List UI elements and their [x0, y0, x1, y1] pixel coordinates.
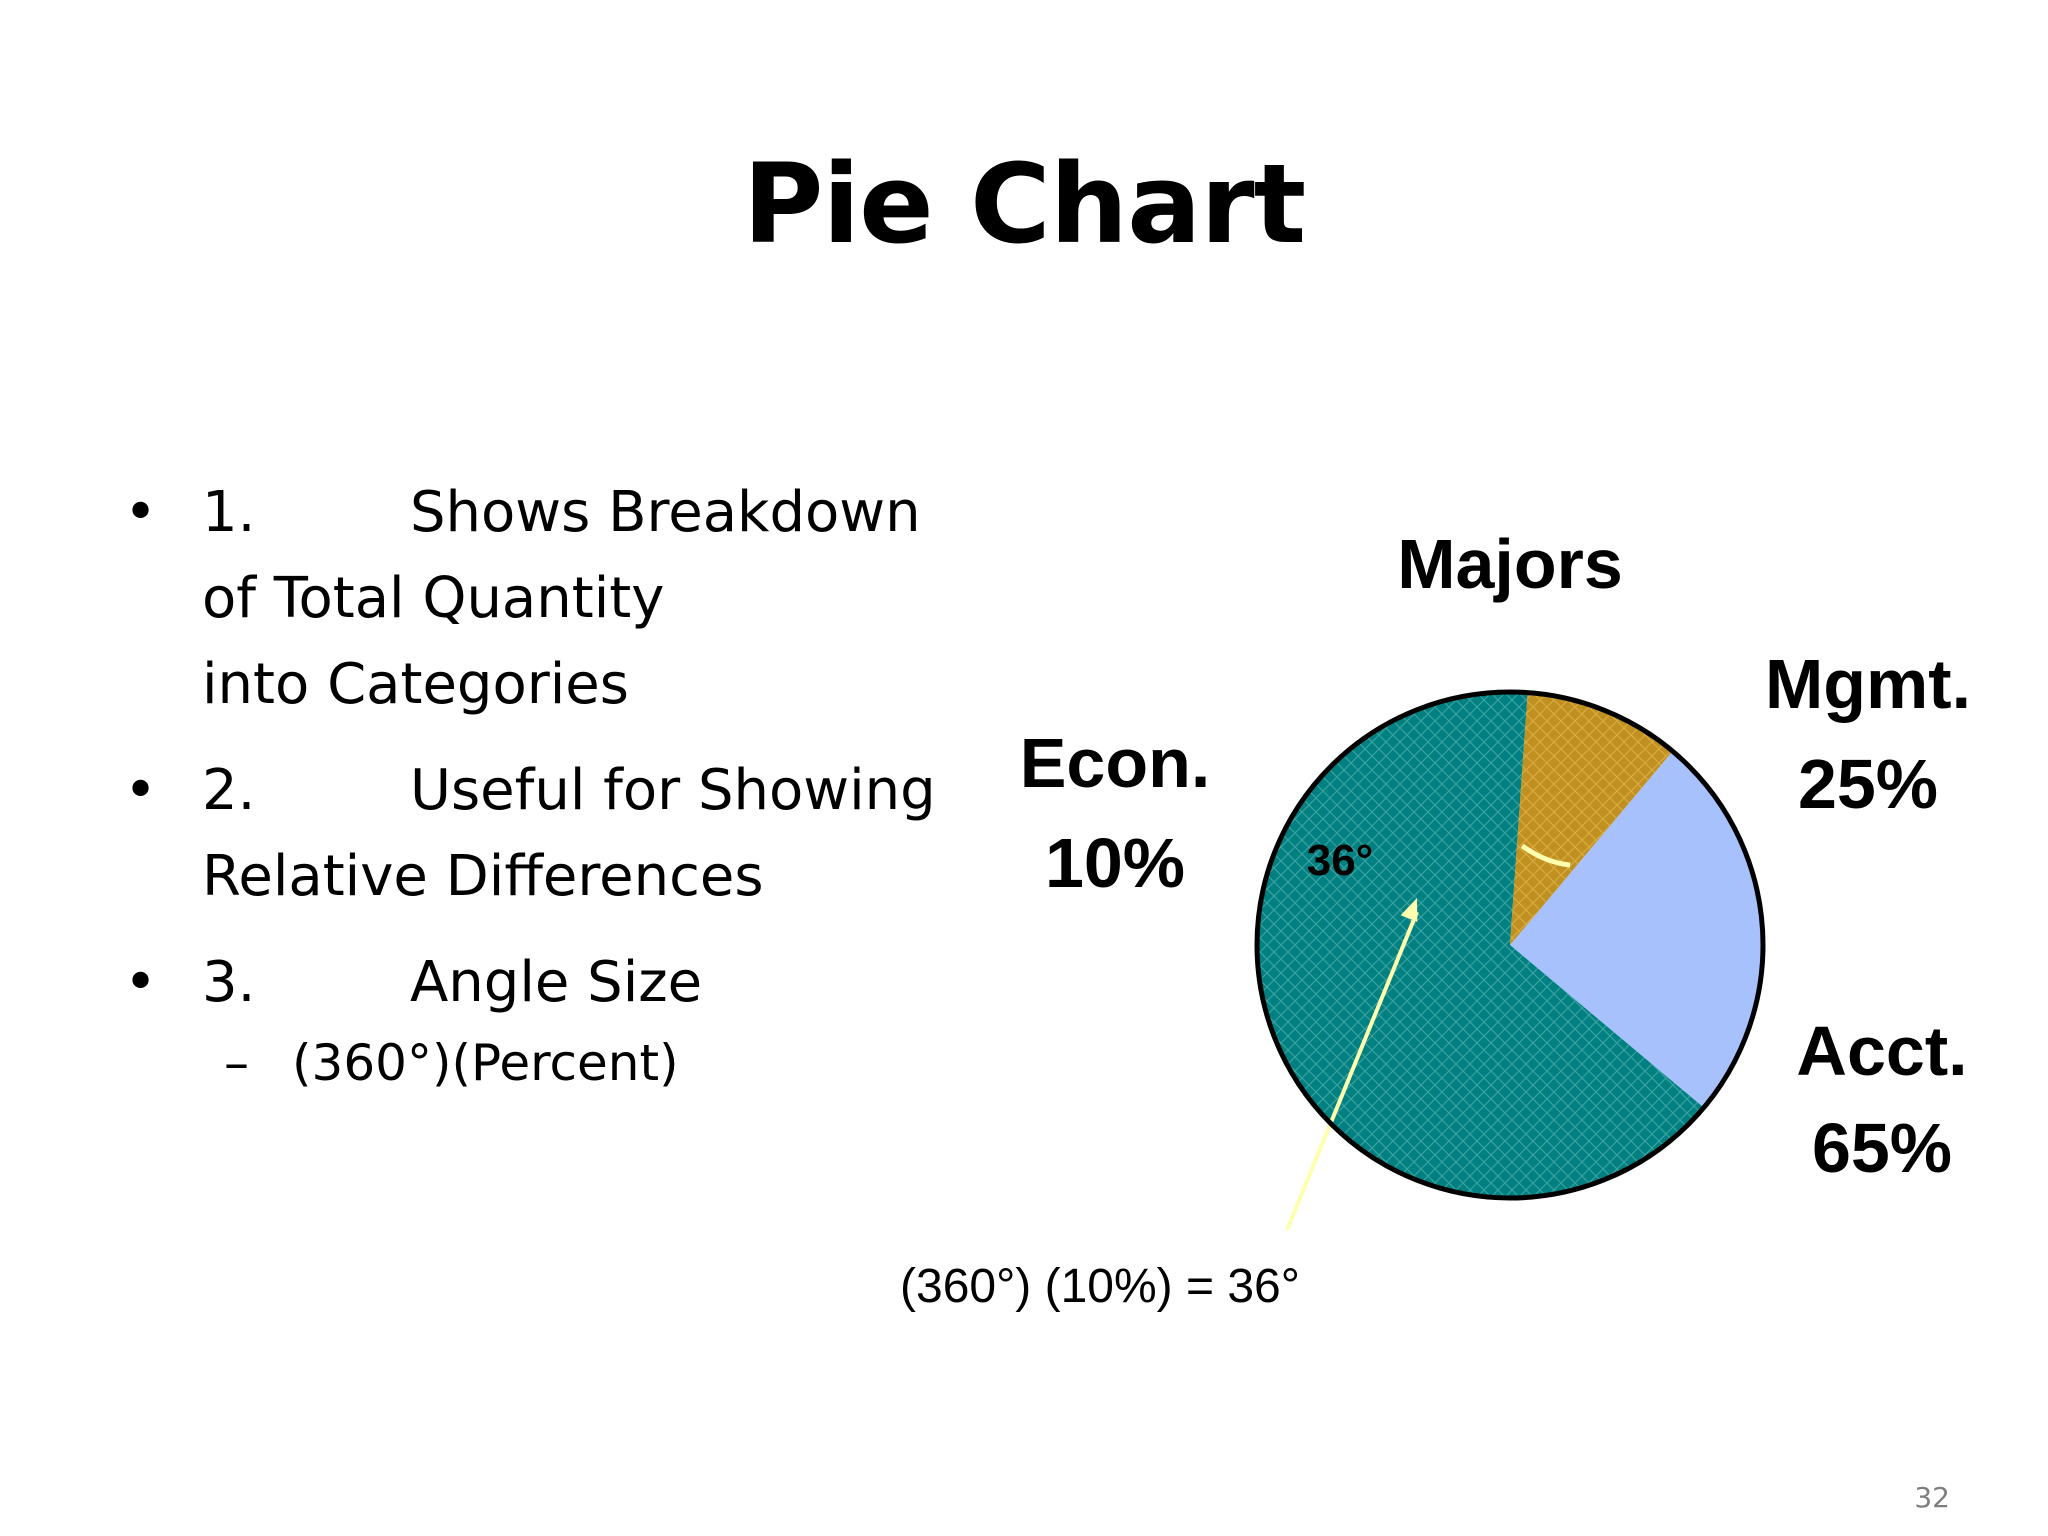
bullet-line: 3. Angle Size	[202, 940, 980, 1026]
bullet-text: Relative Differences	[202, 844, 764, 909]
page-number: 32	[1914, 1481, 1950, 1514]
pie-outline	[1254, 689, 1766, 1201]
bullet-item-2: • 2. Useful for Showing Relative Differen…	[120, 748, 980, 920]
bullet-item-3: • 3. Angle Size	[120, 940, 980, 1026]
bullet-text: Angle Size	[410, 950, 703, 1015]
bullet-item-1: • 1. Shows Breakdown of Total Quantity in…	[120, 470, 980, 728]
bullet-dot: •	[124, 950, 158, 1015]
chart-title: Majors	[1397, 525, 1623, 603]
bullet-text: Shows Breakdown	[410, 480, 921, 545]
slice-value-econ: 10%	[1045, 824, 1185, 902]
sub-bullet: – (360°)(Percent)	[120, 1030, 980, 1096]
formula-annotation: (360°) (10%) = 36°	[900, 1260, 1300, 1313]
bullet-text: of Total Quantity	[202, 566, 665, 631]
sub-bullet-dash: –	[224, 1034, 249, 1092]
bullet-dot: •	[124, 480, 158, 545]
bullet-number: 3.	[202, 950, 256, 1015]
bullet-number: 2.	[202, 758, 256, 823]
sub-bullet-text: (360°)(Percent)	[292, 1034, 679, 1092]
slide-title: Pie Chart	[742, 140, 1306, 268]
bullet-number: 1.	[202, 480, 256, 545]
slice-label-mgmt: Mgmt.	[1765, 645, 1971, 723]
slice-value-mgmt: 25%	[1798, 745, 1938, 823]
bullet-list: • 1. Shows Breakdown of Total Quantity in…	[120, 470, 980, 1096]
annotation-arrow	[1285, 911, 1419, 1231]
arrow-head	[1400, 898, 1418, 922]
pie-slice-mgmt	[1510, 751, 1763, 1108]
slice-value-acct: 65%	[1812, 1109, 1952, 1187]
bullet-text: into Categories	[202, 652, 629, 717]
angle-annotation: 36°	[1307, 836, 1374, 885]
bullet-line: 2. Useful for Showing	[202, 748, 980, 834]
slice-label-acct: Acct.	[1796, 1012, 1967, 1090]
bullet-line: 1. Shows Breakdown	[202, 470, 980, 556]
bullet-text: Useful for Showing	[410, 758, 936, 823]
slice-label-econ: Econ.	[1020, 724, 1211, 802]
pie-slice-texture	[1257, 692, 1704, 1198]
bullet-dot: •	[124, 758, 158, 823]
pie-slice-texture	[1510, 692, 1673, 945]
angle-arc	[1520, 843, 1571, 868]
